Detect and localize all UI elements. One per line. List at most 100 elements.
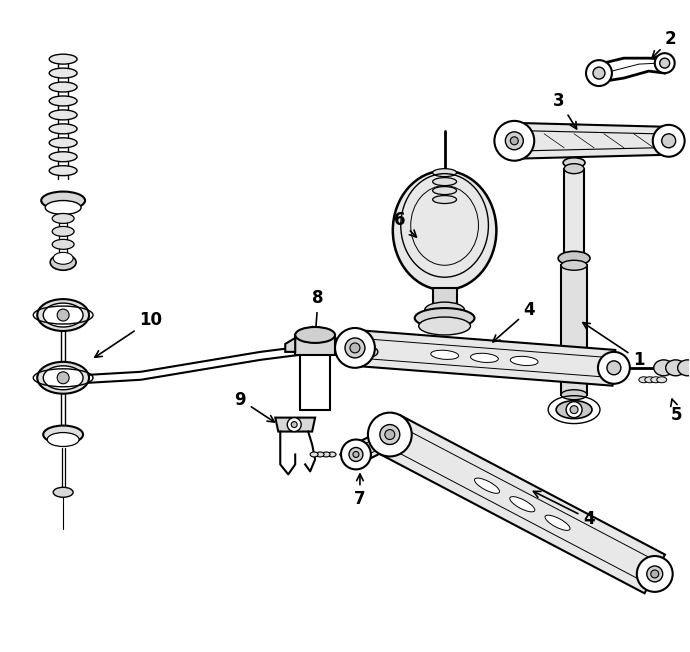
Polygon shape	[353, 330, 615, 386]
Circle shape	[653, 125, 684, 156]
Ellipse shape	[510, 357, 538, 366]
Polygon shape	[295, 335, 335, 355]
Circle shape	[291, 422, 297, 428]
Ellipse shape	[545, 515, 570, 530]
Circle shape	[287, 418, 301, 432]
Circle shape	[349, 447, 363, 462]
Text: 1: 1	[583, 323, 644, 369]
Circle shape	[335, 328, 375, 368]
Circle shape	[385, 430, 395, 439]
Circle shape	[607, 361, 621, 375]
Ellipse shape	[471, 353, 498, 363]
Ellipse shape	[47, 432, 79, 447]
Text: 2: 2	[652, 30, 676, 58]
Ellipse shape	[510, 497, 535, 512]
Circle shape	[655, 53, 675, 73]
Ellipse shape	[310, 452, 318, 457]
Ellipse shape	[431, 350, 459, 359]
Circle shape	[511, 137, 518, 145]
Ellipse shape	[424, 302, 464, 318]
Ellipse shape	[651, 377, 661, 383]
Ellipse shape	[49, 124, 77, 134]
Ellipse shape	[393, 171, 496, 290]
Circle shape	[651, 570, 659, 578]
Ellipse shape	[556, 401, 592, 419]
Polygon shape	[335, 338, 345, 352]
Ellipse shape	[49, 54, 77, 64]
Polygon shape	[275, 418, 315, 432]
Polygon shape	[380, 415, 665, 593]
Ellipse shape	[49, 82, 77, 92]
Ellipse shape	[644, 377, 655, 383]
Ellipse shape	[563, 158, 585, 168]
Bar	[561, 265, 587, 394]
Ellipse shape	[639, 377, 649, 383]
Circle shape	[593, 67, 605, 79]
Ellipse shape	[49, 110, 77, 120]
Ellipse shape	[564, 164, 584, 173]
Circle shape	[566, 402, 582, 418]
Circle shape	[495, 121, 534, 160]
Ellipse shape	[43, 426, 83, 443]
Ellipse shape	[49, 166, 77, 175]
Polygon shape	[285, 338, 295, 352]
Circle shape	[505, 132, 523, 150]
Circle shape	[660, 58, 670, 68]
Ellipse shape	[653, 360, 673, 376]
Ellipse shape	[433, 186, 457, 194]
Ellipse shape	[295, 327, 335, 343]
Ellipse shape	[43, 303, 83, 327]
Circle shape	[586, 60, 612, 86]
Polygon shape	[351, 428, 394, 464]
Circle shape	[637, 556, 673, 592]
Circle shape	[598, 352, 630, 384]
Ellipse shape	[50, 254, 76, 270]
Text: 9: 9	[235, 391, 275, 422]
Ellipse shape	[561, 390, 587, 400]
Ellipse shape	[558, 251, 590, 265]
Circle shape	[570, 406, 578, 413]
Bar	[433, 288, 457, 310]
Ellipse shape	[678, 360, 690, 376]
Ellipse shape	[49, 68, 77, 78]
Circle shape	[57, 309, 69, 321]
Ellipse shape	[419, 317, 471, 335]
Ellipse shape	[52, 226, 74, 237]
Ellipse shape	[49, 96, 77, 106]
Ellipse shape	[53, 487, 73, 497]
Circle shape	[368, 413, 412, 456]
Ellipse shape	[52, 239, 74, 249]
Ellipse shape	[561, 260, 587, 270]
Circle shape	[662, 134, 676, 148]
Ellipse shape	[657, 377, 667, 383]
Ellipse shape	[52, 213, 74, 224]
Ellipse shape	[49, 152, 77, 162]
Circle shape	[350, 343, 360, 353]
Text: 4: 4	[533, 492, 595, 528]
Circle shape	[380, 424, 400, 445]
Ellipse shape	[37, 362, 89, 394]
Ellipse shape	[322, 452, 330, 457]
Ellipse shape	[433, 196, 457, 203]
Ellipse shape	[415, 308, 475, 328]
Text: 6: 6	[394, 211, 417, 237]
Text: 10: 10	[95, 311, 162, 357]
Circle shape	[345, 338, 365, 358]
Ellipse shape	[49, 138, 77, 148]
Circle shape	[57, 372, 69, 384]
Text: 7: 7	[354, 474, 366, 509]
Ellipse shape	[362, 347, 378, 357]
Polygon shape	[514, 123, 669, 158]
Ellipse shape	[666, 360, 686, 376]
Bar	[340, 348, 370, 356]
Ellipse shape	[475, 478, 500, 494]
Ellipse shape	[37, 299, 89, 331]
Ellipse shape	[41, 192, 85, 209]
Text: 8: 8	[313, 289, 324, 333]
Ellipse shape	[328, 452, 336, 457]
Text: 5: 5	[671, 399, 682, 424]
Ellipse shape	[53, 252, 73, 264]
Ellipse shape	[433, 177, 457, 186]
Circle shape	[353, 451, 359, 458]
Ellipse shape	[46, 201, 81, 215]
